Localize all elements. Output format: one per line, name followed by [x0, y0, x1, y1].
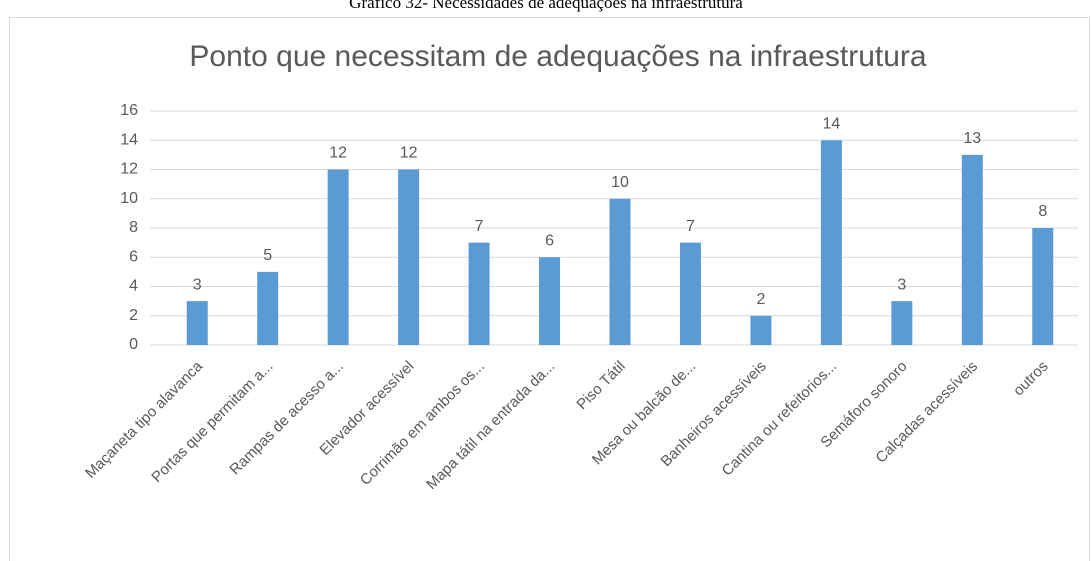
value-label: 8: [1038, 203, 1047, 220]
chart-frame: [9, 17, 1090, 561]
y-tick-label: 0: [129, 336, 138, 353]
bar: [186, 301, 208, 345]
bar: [398, 169, 420, 345]
value-label: 12: [400, 145, 418, 162]
bar: [1032, 228, 1054, 345]
y-tick-label: 4: [129, 278, 138, 295]
bar: [609, 198, 631, 345]
value-label: 12: [329, 145, 347, 162]
x-tick-label: Cantina ou refeitorios...: [719, 358, 841, 480]
chart-title: Ponto que necessitam de adequações na in…: [189, 40, 926, 73]
value-label: 14: [822, 115, 840, 132]
value-label: 3: [897, 276, 906, 293]
x-tick-label: outros: [1010, 358, 1052, 400]
x-tick-label: Piso Tátil: [573, 358, 628, 413]
bar: [820, 140, 842, 345]
bar: [327, 169, 349, 345]
value-label: 5: [263, 247, 272, 264]
x-tick-label: Mapa tátil na entrada da...: [423, 358, 558, 493]
caption: Gráfico 32- Necessidades de adequações n…: [349, 0, 743, 12]
y-tick-label: 16: [120, 102, 138, 119]
y-tick-label: 14: [120, 131, 138, 148]
x-tick-label: Maçaneta tipo alavanca: [82, 357, 207, 482]
y-tick-label: 2: [129, 307, 138, 324]
y-tick-label: 8: [129, 219, 138, 236]
value-label: 3: [193, 276, 202, 293]
y-tick-label: 12: [120, 161, 138, 178]
bar: [539, 257, 561, 345]
value-label: 2: [756, 291, 765, 308]
bar: [891, 301, 913, 345]
x-tick-label: Portas que permitam a...: [148, 358, 276, 486]
x-tick-label: Rampas de acesso a...: [226, 358, 347, 479]
bar: [750, 315, 772, 345]
bar: [961, 154, 983, 345]
y-tick-label: 10: [120, 190, 138, 207]
x-tick-label: Corrimão em ambos os...: [357, 358, 488, 489]
value-label: 10: [611, 174, 629, 191]
value-label: 7: [686, 218, 695, 235]
value-label: 7: [475, 218, 484, 235]
bar: [257, 271, 279, 345]
y-tick-label: 6: [129, 248, 138, 265]
value-label: 13: [963, 130, 981, 147]
bar: [468, 242, 490, 345]
value-label: 6: [545, 232, 554, 249]
bar: [679, 242, 701, 345]
